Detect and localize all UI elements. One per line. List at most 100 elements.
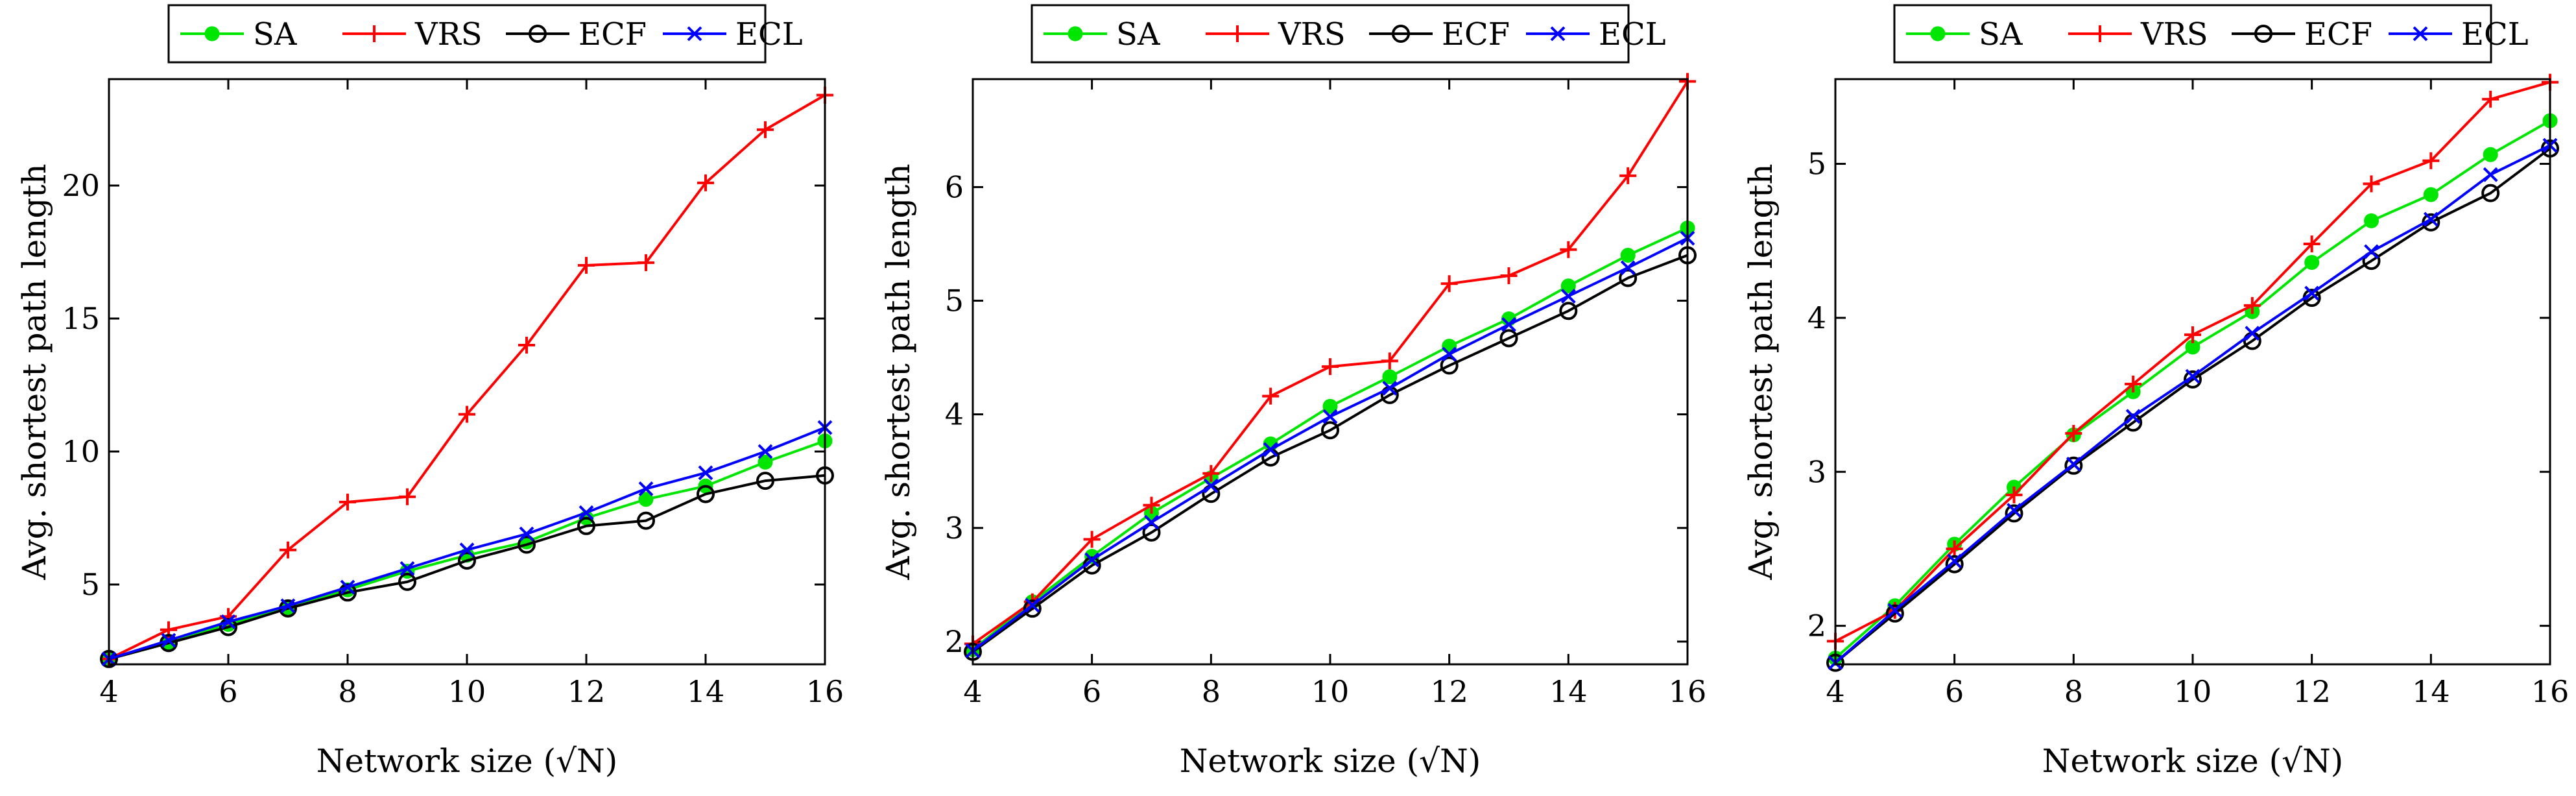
legend-label: VRS [414, 16, 483, 53]
data-point-vrs [1500, 267, 1518, 285]
legend-item-ecf: ECF [1369, 16, 1510, 53]
data-point-ecf [1142, 523, 1161, 542]
x-tick-label: 14 [687, 674, 725, 709]
legend-item-sa: SA [1906, 16, 2023, 53]
data-point-ecl [340, 579, 355, 595]
legend-item-ecl: ECL [1526, 16, 1666, 53]
x-tick-label: 8 [1202, 674, 1221, 709]
data-point-vrs [459, 405, 475, 423]
x-tick-label: 14 [1549, 674, 1588, 709]
data-point-ecf [219, 618, 237, 636]
x-tick-label: 14 [2412, 674, 2450, 709]
x-tick-label: 6 [1945, 674, 1964, 709]
data-point-ecl [1263, 442, 1278, 457]
data-point-ecl [400, 561, 415, 576]
legend-label: VRS [1278, 16, 1346, 53]
x-axis-label: Network size (√N) [1180, 742, 1481, 780]
x-tick-label: 16 [806, 674, 844, 709]
data-point-ecf [2481, 184, 2500, 202]
series-line-vrs [108, 93, 826, 660]
chart-panel-2: 4 6 8 10 12 14 16 2 3 4 5 6 Network size (√N) Avg. sh… [879, 4, 1706, 780]
data-point-ecl [757, 444, 773, 459]
data-point-sa [2364, 213, 2379, 228]
series-line-ecl [972, 237, 1688, 652]
data-point-ecf [756, 472, 774, 490]
data-point-vrs [1083, 531, 1101, 548]
series-sa [1828, 113, 2558, 666]
data-point-ecl [578, 505, 594, 520]
data-point-sa [757, 454, 773, 470]
data-point-ecf [1321, 421, 1339, 440]
legend: SA VRS ECF ECL [1893, 4, 2529, 64]
data-point-vrs [1262, 387, 1280, 405]
chart-panel-3: 4 6 8 10 12 14 16 2 3 4 5 Network size (√N) Avg. sho… [1742, 4, 2569, 780]
data-point-ecl [2364, 244, 2379, 259]
legend: SA VRS ECF ECL [167, 4, 803, 64]
x-tick-label: 4 [99, 674, 118, 709]
data-point-vrs [2243, 296, 2261, 314]
y-tick-label: 2 [945, 624, 964, 659]
legend: SA VRS ECF ECL [1031, 4, 1666, 64]
data-point-vrs [2125, 375, 2142, 392]
legend-marker-ecl [687, 26, 702, 42]
data-point-ecl [638, 481, 654, 496]
legend-marker-vrs [1229, 25, 1246, 42]
data-point-vrs [399, 488, 416, 505]
legend-label: SA [1979, 16, 2023, 53]
data-point-vrs [757, 121, 774, 138]
data-point-sa [638, 492, 654, 507]
legend-label: ECL [735, 16, 803, 53]
series-ecl [965, 230, 1695, 658]
data-point-ecf [2005, 504, 2023, 523]
legend-label: ECL [1599, 16, 1666, 53]
data-point-ecl [161, 633, 176, 648]
data-point-sa [2423, 187, 2439, 202]
legend-marker-ecl [1550, 26, 1566, 42]
data-point-ecl [1501, 317, 1516, 332]
x-tick-label: 10 [2174, 674, 2212, 709]
series-line-ecl [108, 426, 826, 660]
data-point-sa [1322, 398, 1338, 414]
legend-label: VRS [2140, 16, 2208, 53]
data-point-ecf [2064, 456, 2083, 475]
series-ecl [1828, 138, 2558, 671]
legend-item-sa: SA [180, 16, 298, 53]
data-point-vrs [1381, 352, 1398, 370]
y-tick-label: 10 [62, 434, 100, 469]
legend-label: ECF [578, 16, 647, 53]
x-tick-label: 4 [1826, 674, 1844, 709]
legend-item-ecf: ECF [2232, 16, 2372, 53]
y-tick-label: 5 [945, 283, 964, 319]
data-point-ecl [2185, 368, 2200, 384]
x-tick-label: 10 [448, 674, 486, 709]
y-tick-label: 3 [945, 511, 964, 546]
series-ecl [101, 420, 833, 667]
legend-item-ecf: ECF [506, 16, 647, 53]
data-point-ecl [2423, 211, 2439, 227]
data-point-sa [1620, 247, 1636, 263]
data-point-ecf [518, 535, 536, 554]
data-point-ecf [1945, 555, 1964, 573]
data-point-vrs [697, 174, 714, 191]
legend-marker-vrs [366, 25, 383, 42]
data-point-ecl [280, 598, 296, 614]
data-point-ecl [1144, 514, 1159, 530]
data-point-vrs [1440, 275, 1458, 293]
legend-marker-ecl [2413, 26, 2428, 42]
x-axis-label: Network size (√N) [316, 742, 618, 780]
data-point-vrs [2303, 235, 2320, 252]
data-point-vrs [638, 254, 654, 271]
x-tick-label: 6 [1082, 674, 1101, 709]
data-point-vrs [2482, 90, 2499, 108]
data-point-vrs [1619, 167, 1637, 184]
legend-marker-ecf [529, 25, 547, 43]
y-axis-label: Avg. shortest path length [879, 163, 917, 580]
legend-label: SA [1116, 16, 1161, 53]
data-point-vrs [518, 337, 535, 354]
data-point-ecf [1023, 599, 1042, 618]
series-vrs [101, 86, 833, 668]
x-tick-label: 10 [1311, 674, 1350, 709]
y-tick-label: 2 [1807, 609, 1826, 644]
legend-label: SA [253, 16, 298, 53]
data-point-ecl [2125, 409, 2141, 424]
